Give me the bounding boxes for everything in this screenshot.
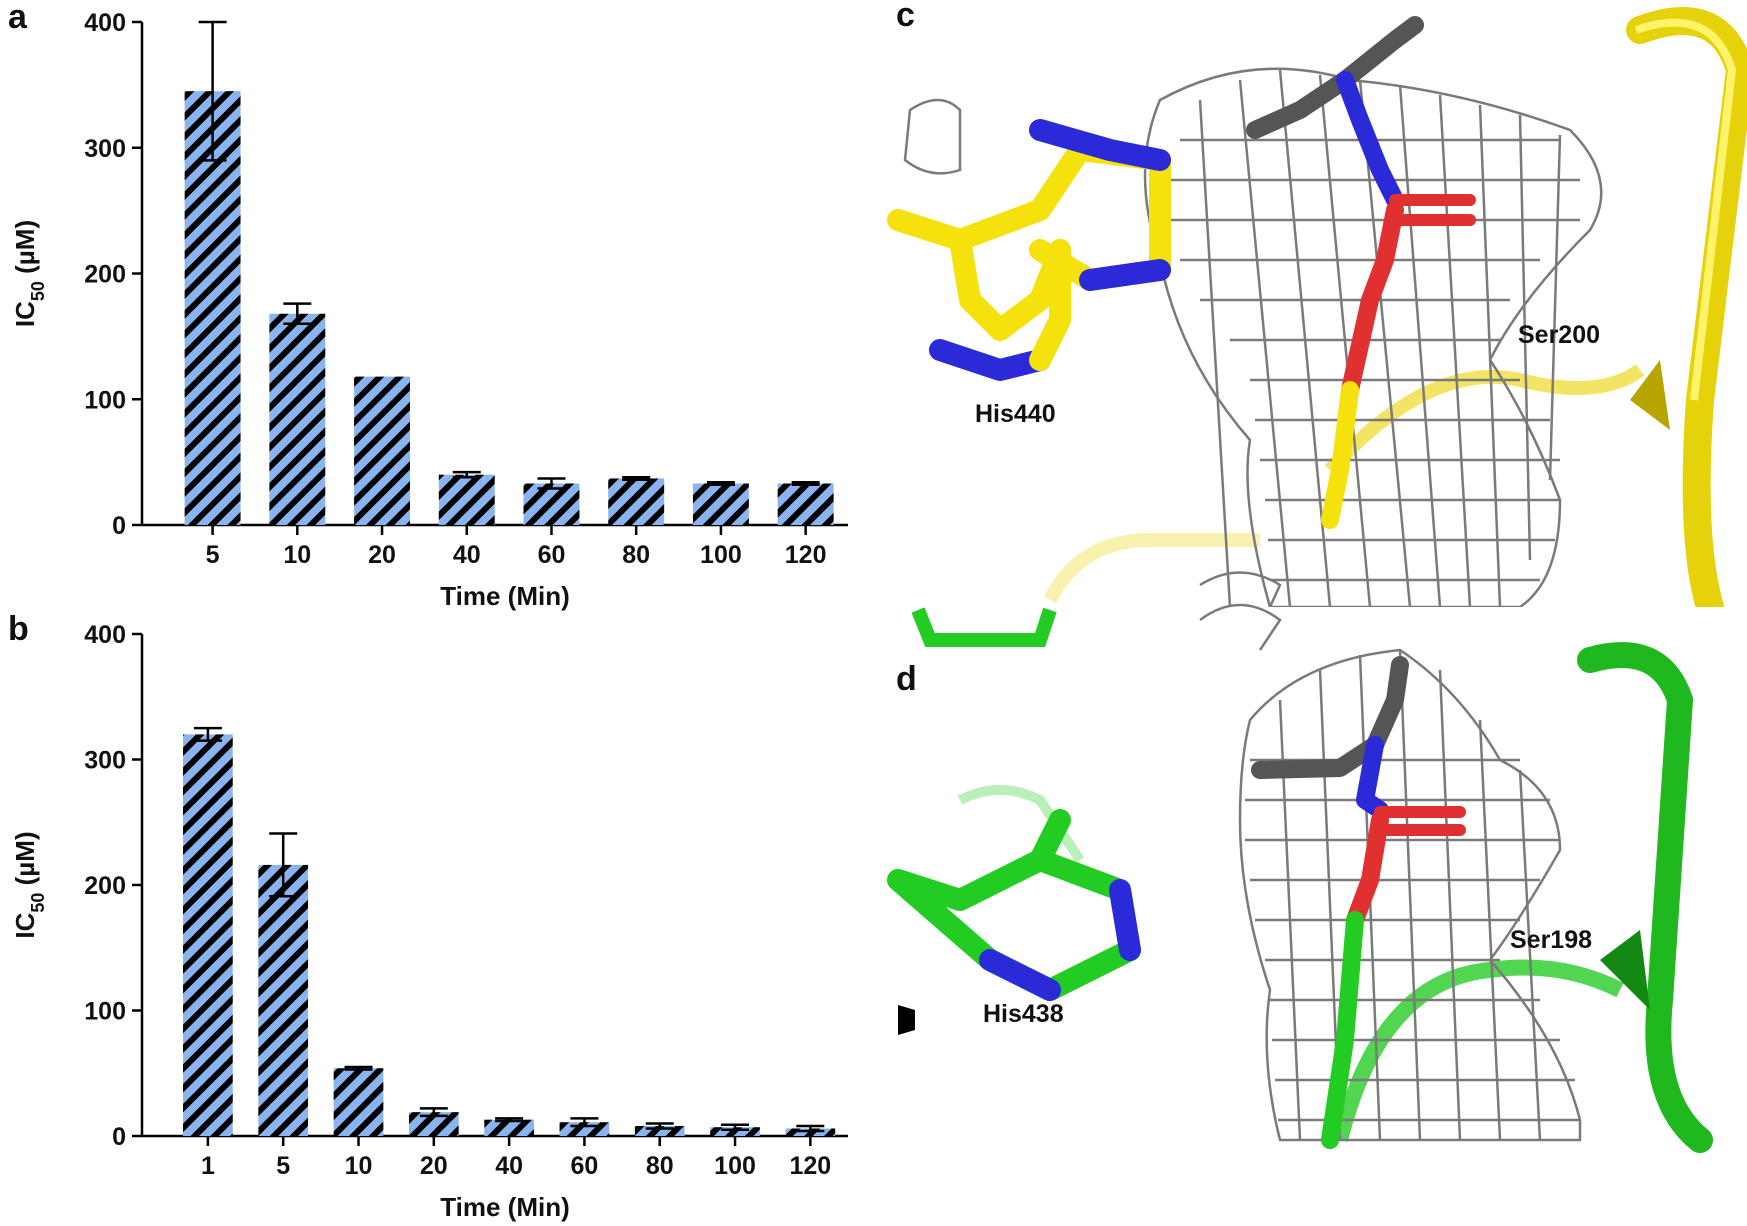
label-his440: His440: [975, 400, 1056, 428]
ribbon-c-arrow: [1630, 360, 1670, 430]
bar: [408, 1112, 459, 1136]
y-axis-label-main: IC: [10, 301, 40, 327]
y-tick-label: 200: [84, 261, 126, 289]
ribbon-c-faded: [1043, 533, 1260, 604]
ligand-c: [1246, 16, 1476, 529]
bar: [692, 483, 749, 525]
histidine-c: [887, 119, 1171, 381]
label-ser200: Ser200: [1518, 321, 1600, 349]
y-axis-label-subscript: 50: [28, 893, 48, 913]
bar: [354, 376, 410, 525]
panel-label-b: b: [8, 610, 29, 648]
y-tick-label: 100: [84, 386, 126, 414]
y-axis-label-subscript: 50: [28, 281, 48, 301]
panel-label-a: a: [8, 0, 28, 36]
y-tick-label: 300: [84, 135, 126, 163]
x-tick-label: 80: [622, 541, 650, 569]
chart-panel-a: 0 100 200 300 400 5 10 20 40 60 80 100 120 Time (Min)…: [10, 9, 848, 611]
x-tick-label: 10: [283, 541, 311, 569]
y-tick-label: 300: [84, 747, 126, 775]
y-tick-label: 0: [112, 512, 126, 540]
y-tick-label: 100: [84, 998, 126, 1026]
y-tick-label: 0: [112, 1123, 126, 1151]
y-axis-label: IC50 (µM): [10, 220, 48, 327]
y-axis-label: IC50 (µM): [10, 831, 48, 938]
x-tick-label: 100: [700, 541, 742, 569]
chart-panel-b: 0 100 200 300 400 1 5 10 20 40 60 80 100 120 Time (Min…: [10, 621, 848, 1222]
x-tick-label: 5: [206, 541, 220, 569]
bar: [785, 1128, 836, 1136]
y-tick-label: 200: [84, 872, 126, 900]
ribbon-d-loop: [1332, 959, 1624, 1142]
ribbon-d-top-strand: [911, 607, 1057, 647]
label-ser198: Ser198: [1510, 926, 1592, 954]
x-tick-label: 10: [345, 1152, 373, 1180]
black-wedge: [898, 1005, 915, 1035]
ribbon-c-right-highlight: [1634, 18, 1737, 401]
bar: [269, 313, 326, 525]
x-tick-label: 60: [571, 1152, 599, 1180]
bar: [523, 483, 580, 525]
y-tick-label: 400: [84, 621, 126, 649]
bar: [777, 483, 834, 525]
y-axis-label-unit: (µM): [10, 220, 40, 281]
bar: [484, 1119, 534, 1136]
x-tick-label: 5: [276, 1152, 290, 1180]
ligand-d: [1251, 656, 1466, 1149]
x-tick-label: 1: [201, 1152, 215, 1180]
ribbon-d-arrow: [1600, 930, 1650, 1010]
y-axis-label-main: IC: [10, 912, 40, 938]
histidine-d: [887, 809, 1141, 1001]
x-tick-label: 80: [646, 1152, 674, 1180]
x-tick-label: 120: [789, 1152, 831, 1180]
density-mesh-d: [1199, 603, 1582, 1142]
bar: [333, 1068, 384, 1136]
bar: [184, 91, 241, 525]
x-axis-label: Time (Min): [440, 581, 570, 611]
y-axis-label-unit: (µM): [10, 831, 40, 892]
panel-label-d: d: [896, 660, 917, 698]
x-tick-label: 20: [420, 1152, 448, 1180]
bar: [634, 1125, 685, 1136]
structure-panel-d: His438 Ser198 d: [887, 603, 1747, 1226]
panel-label-c: c: [896, 0, 915, 34]
y-tick-label: 400: [84, 9, 126, 37]
x-tick-label: 120: [785, 541, 827, 569]
ribbon-d-faded: [957, 785, 1085, 863]
x-tick-label: 40: [495, 1152, 523, 1180]
structure-panel-c: His440 Ser200 c: [887, 0, 1747, 621]
label-his438: His438: [983, 1000, 1064, 1028]
bar: [438, 474, 495, 525]
bar: [608, 478, 665, 525]
bar: [710, 1127, 760, 1136]
bar: [183, 734, 233, 1136]
x-tick-label: 100: [714, 1152, 756, 1180]
x-tick-label: 60: [538, 541, 566, 569]
x-tick-label: 40: [453, 541, 481, 569]
bar: [258, 864, 309, 1136]
ribbon-d-right: [1577, 642, 1713, 1153]
x-tick-label: 20: [368, 541, 396, 569]
x-axis-label: Time (Min): [440, 1192, 570, 1222]
